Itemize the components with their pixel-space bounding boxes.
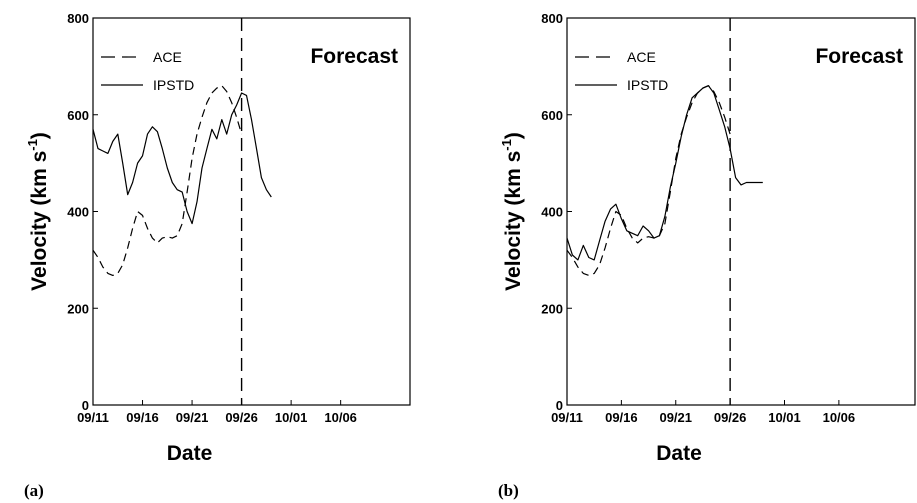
x-tick-label: 09/11 [77,410,109,425]
y-tick-label: 400 [541,205,563,220]
x-axis-label: Date [656,442,702,465]
legend-label-ipstd: IPSTD [627,77,668,93]
forecast-annotation: Forecast [815,45,903,68]
y-axis-label: Velocity (km s-1) [25,132,51,291]
x-tick-label: 09/16 [126,410,159,425]
x-tick-label: 09/21 [659,410,692,425]
chart-panel-a: 0 200 400 600 800 09/11 09/16 09/21 09/26 10/01 10… [24,11,411,500]
y-axis-label-close: ) [28,132,51,139]
x-tick-label: 10/01 [768,410,801,425]
series-line-ipstd [92,92,272,225]
legend-label-ipstd: IPSTD [153,77,194,93]
x-tick-label: 10/06 [823,410,856,425]
x-tick-label: 10/01 [275,410,308,425]
panel-label: (a) [24,481,44,500]
chart-panel-b: 0 200 400 600 800 09/11 09/16 09/21 09/26 10/01 10… [498,11,916,500]
forecast-annotation: Forecast [310,45,398,68]
x-tick-label: 09/11 [551,410,583,425]
series-line-ipstd [566,85,763,261]
x-tick-label: 10/06 [324,410,357,425]
y-axis-label-close: ) [502,132,525,139]
y-tick-label: 800 [541,11,563,26]
x-tick-label: 09/16 [605,410,638,425]
panel-label: (b) [498,481,519,500]
y-tick-label: 200 [541,301,563,316]
y-axis-label-superscript: -1 [499,139,514,151]
y-tick-label: 200 [67,301,89,316]
legend-label-ace: ACE [627,49,656,65]
plot-frame [92,17,411,406]
y-tick-label: 0 [556,398,563,413]
series-line-ace [566,85,731,276]
y-tick-label: 0 [82,398,89,413]
x-axis-label: Date [167,442,213,465]
y-axis-label-main: Velocity (km s [502,151,525,291]
y-axis-label: Velocity (km s-1) [499,132,525,291]
series-line-ace [92,85,243,276]
y-tick-label: 800 [67,11,89,26]
x-tick-label: 09/26 [225,410,258,425]
legend-label-ace: ACE [153,49,182,65]
y-tick-label: 400 [67,205,89,220]
y-tick-label: 600 [67,108,89,123]
y-tick-label: 600 [541,108,563,123]
x-tick-label: 09/26 [714,410,747,425]
y-axis-label-superscript: -1 [25,139,40,151]
x-tick-label: 09/21 [176,410,209,425]
y-axis-label-main: Velocity (km s [28,151,51,291]
